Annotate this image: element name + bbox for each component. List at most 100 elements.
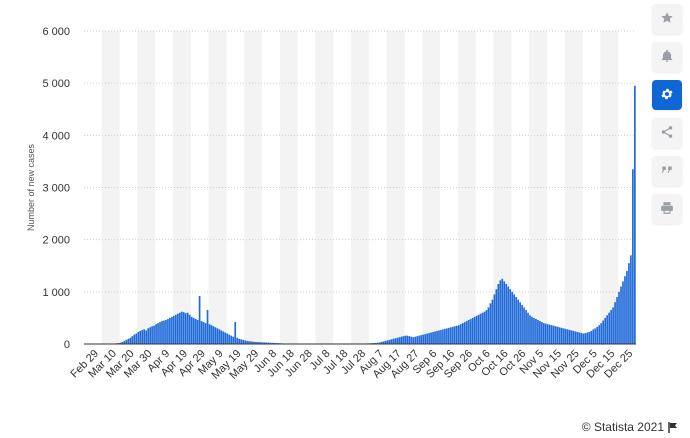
bar[interactable]: [628, 263, 630, 344]
bar[interactable]: [250, 341, 252, 344]
bar[interactable]: [495, 289, 498, 344]
bar[interactable]: [163, 320, 165, 344]
cite-button[interactable]: [652, 156, 682, 186]
bar[interactable]: [428, 333, 430, 344]
bar[interactable]: [226, 333, 229, 344]
bar[interactable]: [481, 312, 484, 344]
bar[interactable]: [184, 313, 187, 344]
bar[interactable]: [262, 342, 264, 344]
bar[interactable]: [544, 323, 547, 344]
share-button[interactable]: [652, 118, 682, 148]
bar[interactable]: [602, 320, 605, 344]
bar[interactable]: [612, 307, 614, 344]
bar[interactable]: [604, 317, 607, 344]
bar[interactable]: [258, 342, 260, 344]
bar[interactable]: [550, 325, 553, 344]
bar[interactable]: [535, 318, 537, 344]
bar[interactable]: [210, 325, 213, 344]
bar[interactable]: [455, 325, 458, 344]
bar[interactable]: [548, 324, 551, 344]
bar[interactable]: [477, 314, 480, 344]
bar[interactable]: [266, 342, 268, 344]
bar[interactable]: [123, 340, 126, 344]
bar[interactable]: [584, 333, 587, 344]
bar[interactable]: [457, 325, 460, 344]
bar[interactable]: [165, 320, 167, 344]
bar[interactable]: [543, 323, 545, 344]
print-button[interactable]: [652, 194, 682, 224]
bar[interactable]: [268, 342, 270, 344]
bar[interactable]: [608, 312, 610, 344]
bar[interactable]: [507, 286, 510, 344]
bar[interactable]: [596, 326, 599, 344]
bar[interactable]: [525, 310, 527, 344]
bar[interactable]: [448, 327, 450, 344]
bar[interactable]: [578, 332, 581, 344]
bar[interactable]: [438, 330, 440, 344]
bar[interactable]: [404, 335, 407, 344]
bar[interactable]: [173, 315, 175, 344]
bar[interactable]: [469, 318, 472, 344]
bar[interactable]: [523, 307, 525, 344]
bar[interactable]: [582, 333, 585, 344]
bar[interactable]: [169, 317, 171, 344]
bar[interactable]: [572, 330, 575, 344]
bar[interactable]: [416, 336, 419, 344]
bar[interactable]: [254, 341, 256, 344]
bar[interactable]: [505, 284, 508, 344]
bar[interactable]: [515, 297, 517, 344]
bar[interactable]: [489, 303, 492, 344]
bar[interactable]: [552, 325, 555, 344]
bar[interactable]: [271, 342, 274, 344]
bar[interactable]: [446, 328, 448, 344]
bar[interactable]: [537, 320, 539, 344]
bar[interactable]: [568, 329, 571, 344]
bar[interactable]: [234, 322, 237, 344]
bar[interactable]: [121, 341, 124, 344]
bar[interactable]: [382, 341, 385, 344]
bar[interactable]: [556, 326, 559, 344]
bar[interactable]: [588, 332, 591, 344]
bar[interactable]: [190, 316, 193, 344]
bar[interactable]: [576, 332, 579, 344]
bar[interactable]: [192, 317, 195, 344]
bar[interactable]: [471, 317, 474, 344]
bar[interactable]: [574, 331, 577, 344]
bar[interactable]: [444, 328, 446, 344]
bar[interactable]: [186, 312, 189, 344]
bar[interactable]: [212, 326, 215, 344]
bar[interactable]: [541, 322, 543, 344]
bar[interactable]: [620, 286, 622, 344]
bar[interactable]: [594, 328, 597, 344]
bar[interactable]: [182, 312, 185, 344]
bar[interactable]: [129, 337, 132, 344]
bar[interactable]: [426, 333, 428, 344]
bar[interactable]: [465, 321, 468, 344]
bar[interactable]: [434, 331, 436, 344]
bar[interactable]: [616, 297, 618, 344]
bar[interactable]: [378, 342, 381, 344]
bar[interactable]: [248, 341, 250, 344]
bar[interactable]: [151, 326, 153, 344]
bar[interactable]: [491, 299, 494, 344]
bar[interactable]: [161, 321, 163, 344]
bar[interactable]: [202, 322, 205, 344]
bar[interactable]: [475, 315, 478, 344]
bar[interactable]: [220, 330, 223, 344]
favorite-button[interactable]: [652, 4, 682, 34]
bar[interactable]: [499, 280, 502, 344]
bar[interactable]: [398, 337, 401, 344]
bar[interactable]: [406, 335, 409, 344]
bar[interactable]: [153, 325, 155, 344]
bar[interactable]: [137, 332, 140, 344]
bar[interactable]: [402, 336, 405, 344]
bar[interactable]: [228, 334, 231, 344]
bar[interactable]: [119, 342, 122, 344]
bar[interactable]: [394, 338, 397, 344]
bar[interactable]: [224, 332, 227, 344]
bar[interactable]: [133, 334, 136, 344]
bar[interactable]: [159, 322, 161, 344]
bar[interactable]: [493, 294, 496, 344]
bar[interactable]: [198, 296, 201, 344]
bar[interactable]: [380, 341, 383, 344]
